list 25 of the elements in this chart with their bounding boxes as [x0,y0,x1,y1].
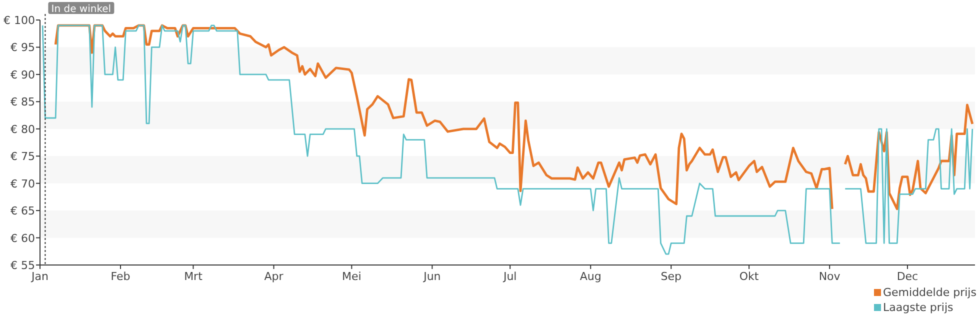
y-tick-label: € 80 [10,122,35,136]
y-tick-label: € 70 [10,177,35,190]
y-tick-label: € 100 [4,14,35,27]
y-tick-label: € 65 [10,204,35,218]
y-tick-label: € 95 [10,41,35,54]
y-tick-label: € 90 [10,68,35,82]
x-tick-label: Mei [342,270,362,283]
x-tick-label: Jan [30,270,48,283]
x-tick-label: Jun [422,270,441,283]
legend-label: Gemiddelde prijs [883,286,977,299]
x-tick-label: Apr [264,270,284,283]
y-tick-label: € 60 [10,232,35,245]
y-tick-label: € 55 [10,259,35,272]
legend-label: Laagste prijs [883,301,954,314]
x-tick-label: Jul [502,270,517,283]
ref-line-label: In de winkel [51,4,112,15]
x-tick-label: Okt [739,270,760,283]
y-tick-label: € 85 [10,96,35,109]
y-tick-label: € 75 [10,150,35,164]
x-tick-label: Feb [110,270,130,283]
x-tick-label: Dec [896,270,918,283]
x-tick-label: Sep [660,270,682,283]
x-tick-label: Nov [818,270,841,283]
x-tick-label: Aug [580,270,602,283]
x-tick-label: Mrt [184,270,204,283]
